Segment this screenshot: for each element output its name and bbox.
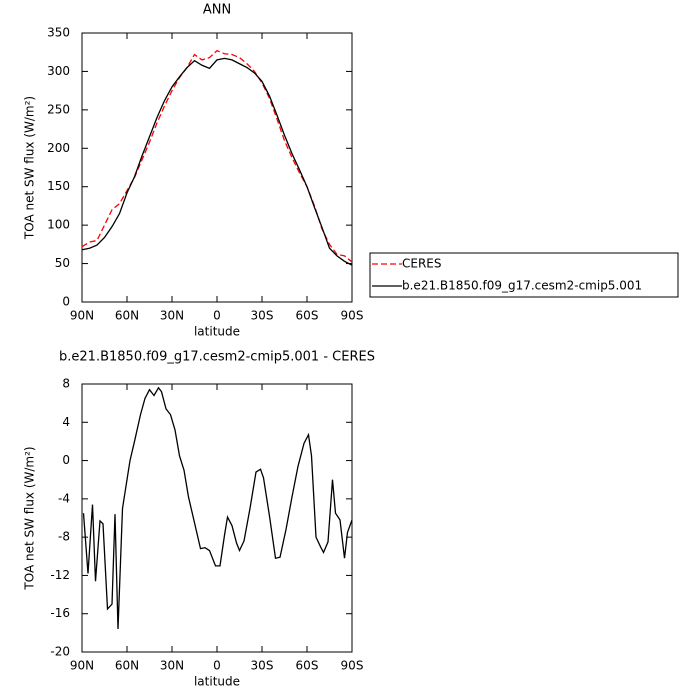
legend-label: b.e21.B1850.f09_g17.cesm2-cmip5.001 bbox=[402, 279, 642, 293]
y-tick-label: -12 bbox=[50, 568, 70, 582]
data-line bbox=[81, 49, 353, 263]
x-tick-label: 30N bbox=[160, 659, 184, 673]
chart-title: ANN bbox=[203, 3, 231, 18]
x-tick-label: 30S bbox=[251, 659, 274, 673]
x-tick-label: 30S bbox=[251, 309, 274, 323]
data-line bbox=[81, 57, 353, 266]
y-tick-label: 8 bbox=[62, 377, 70, 391]
y-tick-label: 0 bbox=[62, 453, 70, 467]
data-line bbox=[82, 386, 353, 630]
y-axis-label: TOA net SW flux (W/m²) bbox=[23, 96, 37, 240]
y-tick-label: -8 bbox=[58, 530, 70, 544]
y-tick-label: 350 bbox=[47, 26, 70, 40]
x-tick-label: 90S bbox=[341, 659, 364, 673]
x-axis-label: latitude bbox=[194, 675, 240, 689]
x-tick-label: 60S bbox=[296, 659, 319, 673]
legend-box bbox=[369, 252, 679, 298]
legend-label: CERES bbox=[402, 257, 442, 271]
y-tick-label: 250 bbox=[47, 102, 70, 116]
plot-frame bbox=[81, 32, 353, 303]
chart-title: b.e21.B1850.f09_g17.cesm2-cmip5.001 - CE… bbox=[59, 350, 375, 365]
x-tick-label: 90N bbox=[70, 659, 94, 673]
y-tick-label: -20 bbox=[50, 645, 70, 659]
y-tick-label: 100 bbox=[47, 218, 70, 232]
x-tick-label: 90S bbox=[341, 309, 364, 323]
y-tick-label: 300 bbox=[47, 64, 70, 78]
y-tick-label: -16 bbox=[50, 606, 70, 620]
y-tick-label: -4 bbox=[58, 491, 70, 505]
y-axis-label: TOA net SW flux (W/m²) bbox=[23, 446, 37, 590]
y-tick-label: 4 bbox=[62, 415, 70, 429]
x-tick-label: 60N bbox=[115, 309, 139, 323]
y-tick-label: 150 bbox=[47, 179, 70, 193]
x-tick-label: 30N bbox=[160, 309, 184, 323]
x-tick-label: 90N bbox=[70, 309, 94, 323]
y-tick-label: 200 bbox=[47, 141, 70, 155]
x-tick-label: 0 bbox=[213, 659, 221, 673]
y-tick-label: 0 bbox=[62, 295, 70, 309]
x-tick-label: 60S bbox=[296, 309, 319, 323]
x-axis-label: latitude bbox=[194, 325, 240, 339]
x-tick-label: 0 bbox=[213, 309, 221, 323]
x-tick-label: 60N bbox=[115, 659, 139, 673]
y-tick-label: 50 bbox=[55, 256, 70, 270]
